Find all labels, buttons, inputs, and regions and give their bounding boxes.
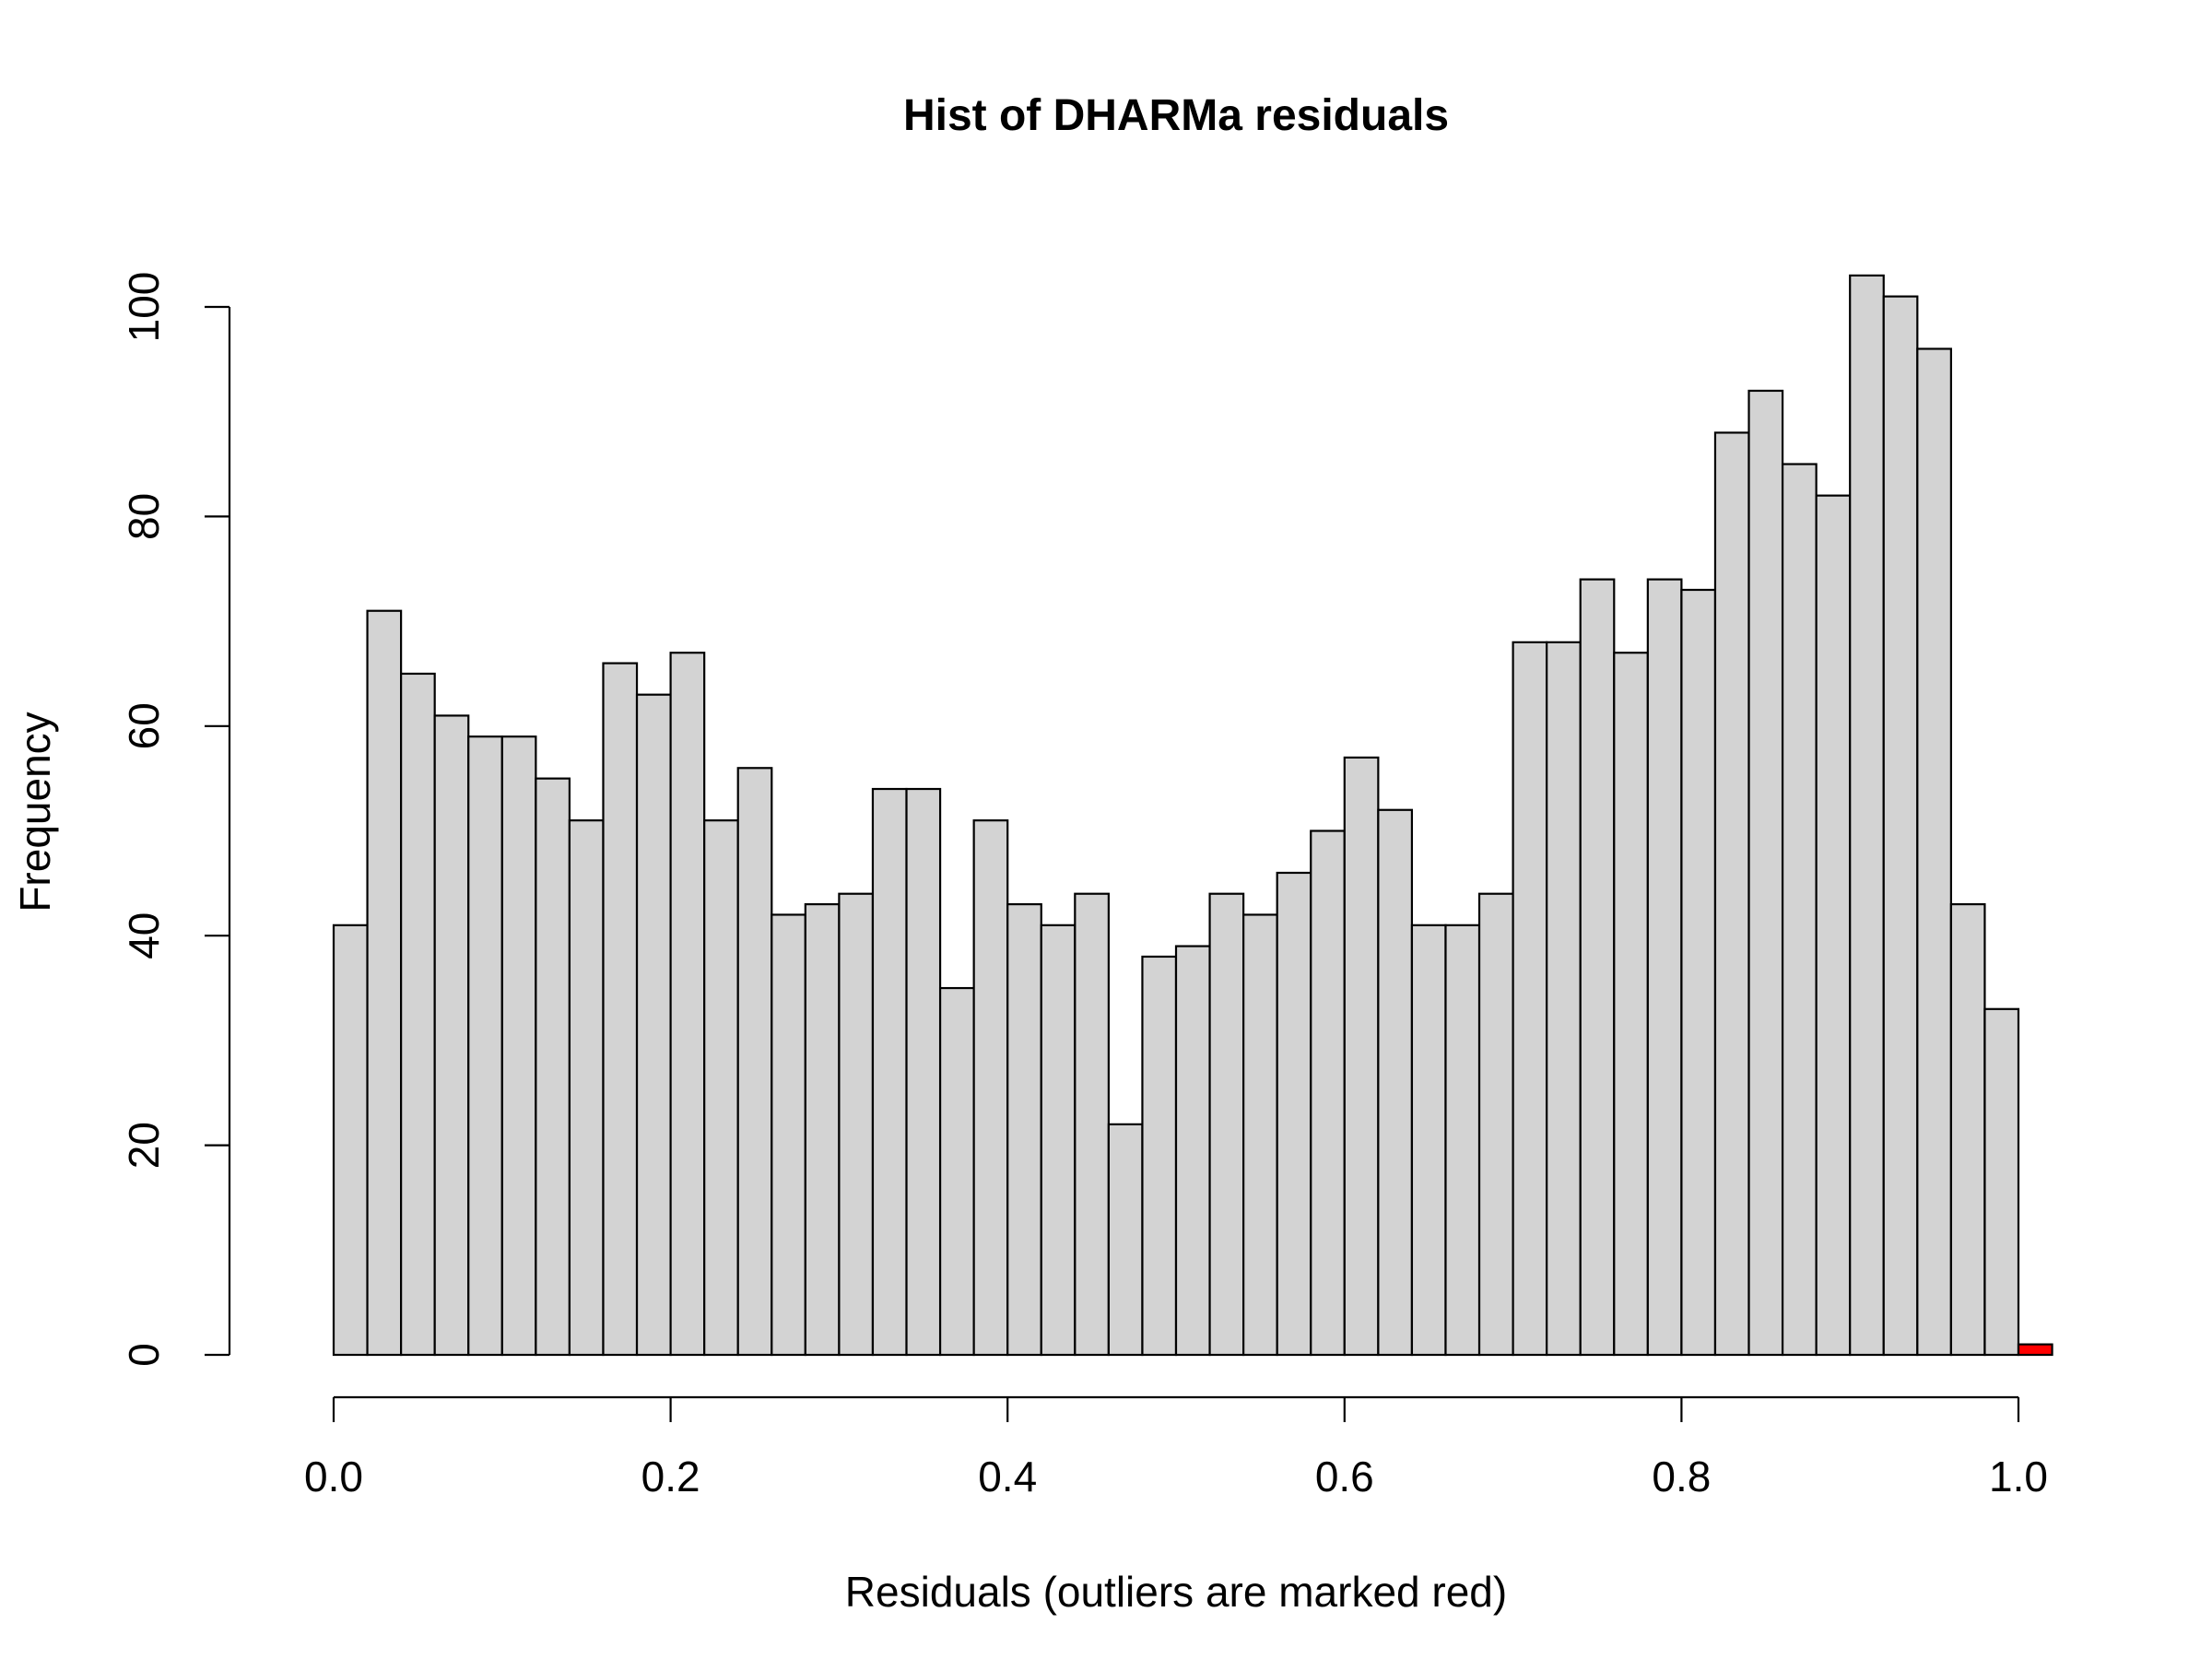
histogram-bar bbox=[1646, 578, 1683, 1357]
histogram-bar bbox=[1107, 1123, 1144, 1357]
histogram-bar bbox=[1310, 830, 1346, 1357]
histogram-bar bbox=[1680, 588, 1717, 1357]
histogram-bar bbox=[400, 672, 436, 1357]
x-tick-label: 0.0 bbox=[304, 1453, 363, 1500]
histogram-bar bbox=[1546, 641, 1582, 1357]
histogram-bar bbox=[1949, 902, 1986, 1357]
histogram-bar bbox=[1040, 924, 1077, 1357]
histogram-bar bbox=[703, 819, 739, 1357]
histogram-bar bbox=[1477, 892, 1514, 1357]
histogram-bar bbox=[1815, 494, 1852, 1357]
histogram-bar bbox=[1377, 808, 1414, 1357]
histogram-bar bbox=[1174, 945, 1211, 1357]
y-axis: 0 20 40 60 80 100 bbox=[120, 272, 231, 1367]
histogram-bar bbox=[1916, 347, 1952, 1357]
histogram-bar bbox=[568, 819, 605, 1357]
histogram-bar bbox=[1208, 892, 1245, 1357]
histogram-bar-outlier bbox=[2017, 1343, 2053, 1357]
histogram-bar bbox=[1713, 431, 1750, 1357]
histogram-bar bbox=[1882, 295, 1919, 1357]
y-tick-label: 60 bbox=[120, 702, 168, 749]
histogram-bar bbox=[500, 735, 537, 1357]
histogram-bar bbox=[1579, 578, 1616, 1357]
histogram-bar bbox=[1410, 924, 1447, 1357]
histogram-bar bbox=[635, 693, 672, 1357]
y-tick-label: 100 bbox=[120, 272, 168, 343]
histogram-bar bbox=[1781, 463, 1818, 1357]
histogram-bar bbox=[1613, 652, 1649, 1357]
histogram-bar bbox=[838, 892, 875, 1357]
histogram-bar bbox=[771, 913, 806, 1357]
histogram-bar bbox=[972, 819, 1009, 1357]
histogram-bar bbox=[1343, 756, 1380, 1357]
x-tick-label: 0.6 bbox=[1315, 1453, 1374, 1500]
histogram-bar bbox=[1747, 389, 1784, 1357]
x-tick-label: 0.4 bbox=[978, 1453, 1037, 1500]
histogram-bar bbox=[905, 787, 942, 1357]
histogram-bar bbox=[804, 902, 841, 1357]
y-tick-label: 80 bbox=[120, 493, 168, 540]
x-tick-label: 0.8 bbox=[1652, 1453, 1711, 1500]
y-tick-label: 20 bbox=[120, 1122, 168, 1169]
histogram-bar bbox=[467, 735, 503, 1357]
histogram-bar bbox=[1006, 902, 1042, 1357]
histogram-bar bbox=[535, 777, 571, 1357]
histogram-bar bbox=[602, 662, 639, 1357]
histogram-bar bbox=[938, 986, 975, 1357]
y-tick-label: 0 bbox=[120, 1343, 168, 1367]
y-tick-label: 40 bbox=[120, 912, 168, 959]
x-tick-label: 1.0 bbox=[1989, 1453, 2048, 1500]
x-tick-label: 0.2 bbox=[641, 1453, 700, 1500]
histogram-bar bbox=[1074, 892, 1110, 1357]
histogram-bar bbox=[1276, 871, 1312, 1357]
histogram-bar bbox=[366, 609, 403, 1357]
histogram-bars bbox=[332, 274, 2053, 1357]
histogram-bar bbox=[1141, 955, 1178, 1357]
histogram-bar bbox=[433, 714, 470, 1357]
chart-title: Hist of DHARMa residuals bbox=[903, 91, 1449, 140]
histogram-bar bbox=[1444, 924, 1481, 1357]
histogram-bar bbox=[871, 787, 908, 1357]
histogram-bar bbox=[736, 767, 773, 1357]
x-axis: 0.0 0.2 0.4 0.6 0.8 1.0 bbox=[304, 1395, 2048, 1500]
y-axis-label: Frequency bbox=[11, 712, 59, 912]
histogram-bar bbox=[1983, 1007, 2020, 1357]
x-axis-label: Residuals (outliers are marked red) bbox=[845, 1568, 1507, 1616]
histogram-bar bbox=[1242, 913, 1278, 1357]
histogram-bar bbox=[1512, 641, 1548, 1357]
histogram-bar bbox=[332, 924, 369, 1357]
histogram-bar bbox=[669, 652, 706, 1357]
histogram-bar bbox=[1849, 274, 1885, 1357]
